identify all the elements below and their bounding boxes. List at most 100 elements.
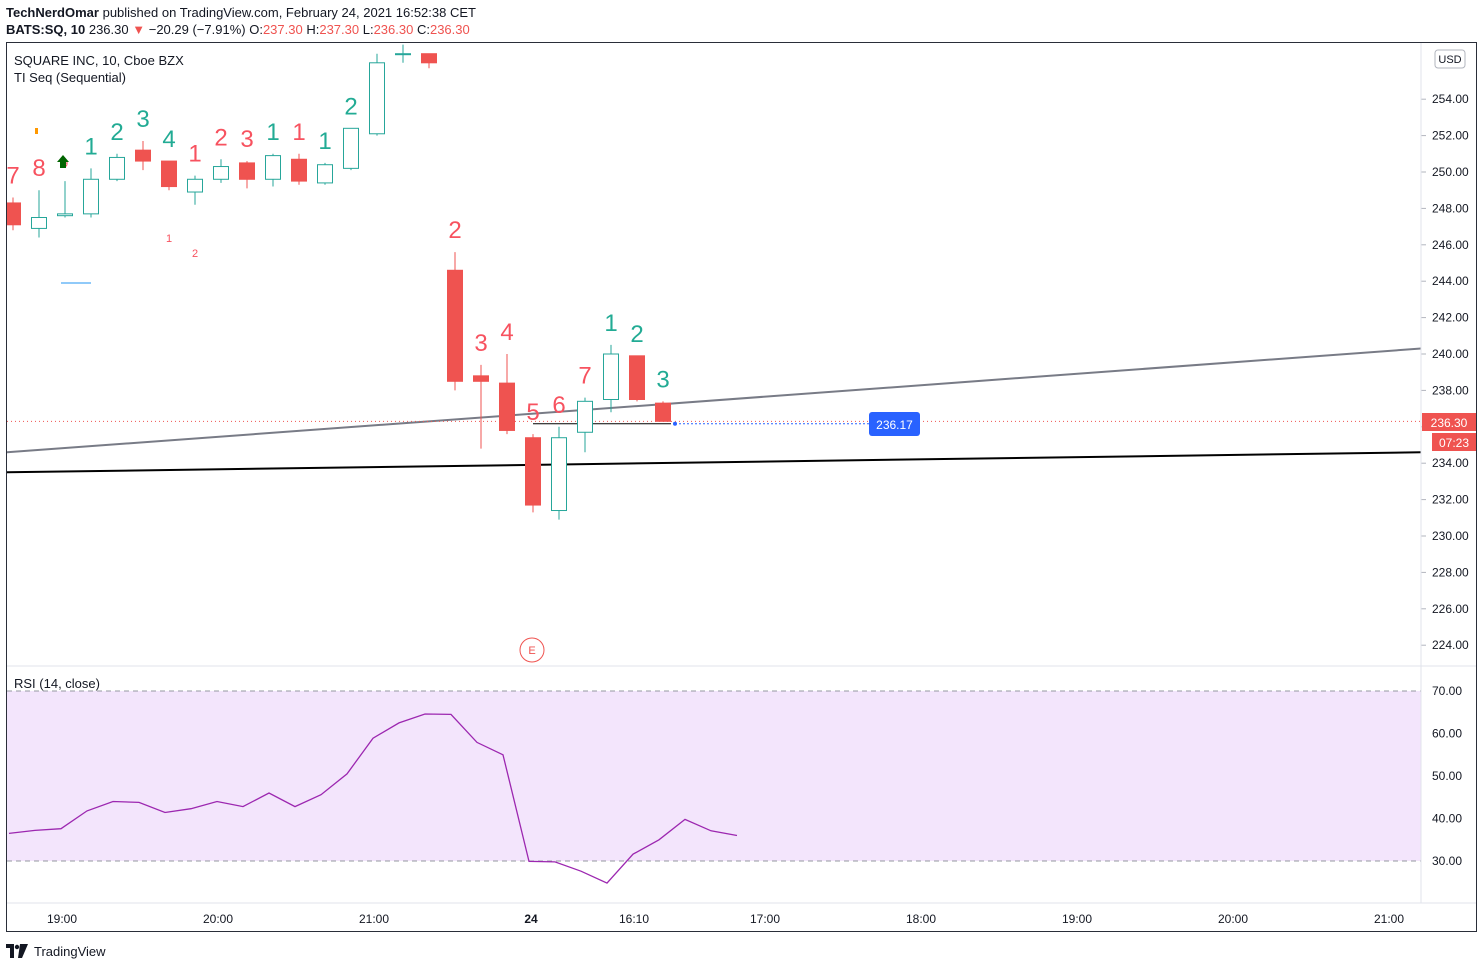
candle <box>473 364 489 449</box>
ohlc-header: BATS:SQ, 10 236.30 ▼ −20.29 (−7.91%) O:2… <box>6 22 470 37</box>
sequential-count-label: 2 <box>630 321 643 348</box>
sequential-count-label: 7 <box>6 162 19 189</box>
sequential-count-label: 1 <box>266 119 279 146</box>
sequential-count-label: 2 <box>214 124 227 151</box>
sequential-count-label: 1 <box>188 141 201 168</box>
tradingview-logo-icon[interactable] <box>6 944 28 958</box>
sequential-count-label: 6 <box>552 392 565 419</box>
price-tick-label: 246.00 <box>1432 238 1469 252</box>
rsi-title: RSI (14, close) <box>14 676 100 691</box>
close-label: C: <box>416 22 430 37</box>
sequential-count-label: 3 <box>240 126 253 153</box>
sequential-count-label: 2 <box>110 119 123 146</box>
rsi-tick-label: 70.00 <box>1432 684 1462 698</box>
price-tick-label: 230.00 <box>1432 529 1469 543</box>
sequential-count-label: 3 <box>656 366 669 393</box>
candle-body <box>473 375 489 382</box>
candle <box>135 141 151 171</box>
candle-body <box>161 160 177 188</box>
candle <box>265 153 281 187</box>
candle <box>447 252 463 391</box>
candle <box>525 434 541 513</box>
countdown-text: 07:23 <box>1439 436 1469 450</box>
author-name[interactable]: TechNerdOmar <box>6 5 99 20</box>
candle-body <box>291 158 307 182</box>
sequential-count-label: 3 <box>474 330 487 357</box>
footer: TradingView <box>6 941 106 961</box>
candle-body <box>343 127 359 169</box>
candle <box>161 160 177 191</box>
sequential-low-label: 2 <box>192 248 198 260</box>
chart-title: SQUARE INC, 10, Cboe BZX <box>14 53 184 68</box>
sequential-count-label: 1 <box>318 128 331 155</box>
candle-body <box>551 437 567 512</box>
time-tick-label: 17:00 <box>750 912 780 926</box>
candle <box>343 127 359 171</box>
candle <box>187 175 203 205</box>
open-value: 237.30 <box>262 22 303 37</box>
chart-frame <box>6 42 1477 932</box>
candle-body <box>83 178 99 215</box>
price-tick-label: 244.00 <box>1432 274 1469 288</box>
time-tick-label: 24 <box>524 912 538 926</box>
candle-body <box>395 53 411 56</box>
high-label: H: <box>306 22 320 37</box>
change-label: −20.29 (−7.91%) <box>148 22 246 37</box>
time-tick-label: 21:00 <box>1374 912 1404 926</box>
price-tick-label: 228.00 <box>1432 565 1469 579</box>
sequential-count-label: 3 <box>136 106 149 133</box>
rsi-tick-label: 60.00 <box>1432 727 1462 741</box>
price-tick-label: 224.00 <box>1432 638 1469 652</box>
sequential-count-label: 5 <box>526 399 539 426</box>
time-tick-label: 16:10 <box>619 912 649 926</box>
sequential-low-label: 1 <box>166 233 172 245</box>
time-tick-label: 21:00 <box>359 912 389 926</box>
candle-body <box>603 353 619 400</box>
price-tick-label: 250.00 <box>1432 165 1469 179</box>
sequential-count-label: 1 <box>84 133 97 160</box>
lower-trendline <box>6 451 1422 474</box>
price-tick-label: 240.00 <box>1432 347 1469 361</box>
candle-body <box>31 217 47 229</box>
bid-point <box>673 421 677 426</box>
candle-body <box>213 166 229 180</box>
candle <box>239 161 255 189</box>
candle-body <box>525 437 541 506</box>
sequential-count-label: 8 <box>32 155 45 182</box>
candle <box>109 153 125 182</box>
candle <box>499 354 515 435</box>
candle <box>369 53 385 136</box>
sequential-count-label: 1 <box>604 310 617 337</box>
upper-trendline <box>6 347 1422 454</box>
candle <box>629 355 645 402</box>
open-label: O: <box>249 22 263 37</box>
time-tick-label: 19:00 <box>1062 912 1092 926</box>
perfection-marker-icon <box>35 128 38 134</box>
currency-text: USD <box>1438 54 1461 66</box>
candle <box>7 197 21 231</box>
bid-badge[interactable] <box>869 412 920 436</box>
indicator-title: TI Seq (Sequential) <box>14 70 126 85</box>
candle <box>577 397 593 453</box>
candle-body <box>265 155 281 180</box>
candle-body <box>369 62 385 135</box>
rsi-tick-label: 30.00 <box>1432 854 1462 868</box>
candle-body <box>421 53 437 64</box>
price-badge-text: 236.30 <box>1431 416 1468 430</box>
publish-text: published on TradingView.com, February 2… <box>102 5 476 20</box>
rsi-tick-label: 40.00 <box>1432 812 1462 826</box>
rsi-line <box>8 713 738 884</box>
candle-body <box>187 178 203 193</box>
candle <box>213 159 229 183</box>
down-arrow-icon: ▼ <box>132 22 146 37</box>
sequential-count-label: 2 <box>344 93 357 120</box>
footer-brand[interactable]: TradingView <box>34 943 106 959</box>
currency-badge[interactable] <box>1434 49 1466 69</box>
candle-body <box>57 213 73 217</box>
price-tick-label: 234.00 <box>1432 456 1469 470</box>
price-tick-label: 242.00 <box>1432 311 1469 325</box>
publish-info: TechNerdOmar published on TradingView.co… <box>6 5 476 20</box>
earnings-event-icon[interactable] <box>519 637 545 663</box>
candle-body <box>7 202 21 226</box>
